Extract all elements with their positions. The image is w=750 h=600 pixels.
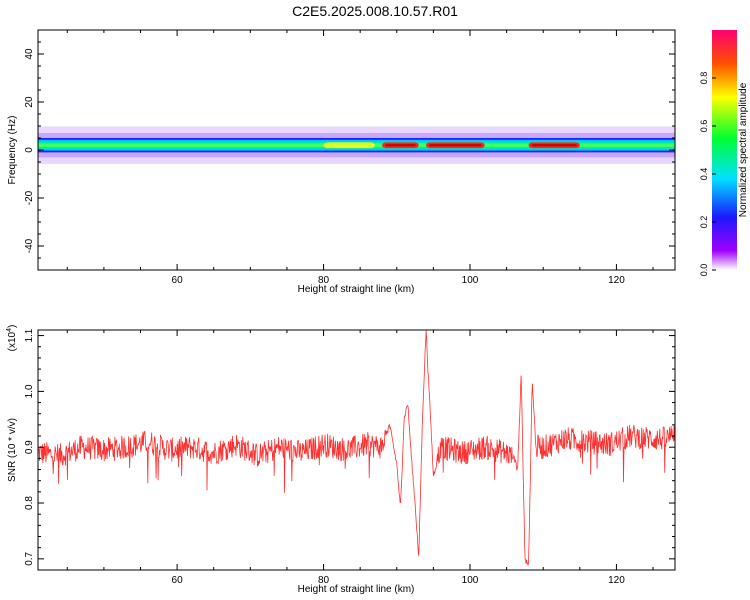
snr-x-axis-label: Height of straight line (km) [298, 584, 415, 595]
spectrogram-peak-core [429, 144, 482, 147]
y-tick-label: 0.9 [24, 440, 35, 454]
y-tick-label: 0 [24, 147, 35, 153]
colorbar: 0.0 0.2 0.4 0.6 0.8 Normalized spectral ampl… [699, 30, 749, 276]
snr-ticks: 60 80 100 120 0.7 0.8 0.9 1.0 1.1 [24, 328, 675, 586]
figure-title: C2E5.2025.008.10.57.R01 [292, 3, 458, 19]
spectrogram-hot-segment [323, 142, 375, 149]
spectrogram-y-axis-label: Frequency (Hz) [7, 116, 18, 185]
snr-series-line [37, 330, 676, 566]
spectrogram-panel: 60 80 100 120 -40 -20 0 20 40 Height of straight… [7, 29, 676, 295]
colorbar-tick-label: 0.4 [699, 168, 709, 181]
y-tick-label: 0.7 [24, 551, 35, 565]
y-tick-label: 0.8 [24, 496, 35, 510]
colorbar-tick-label: 0.2 [699, 216, 709, 229]
spectrogram-peak-core [385, 144, 416, 147]
spectrogram-ticks: 60 80 100 120 -40 -20 0 20 40 [24, 30, 675, 286]
snr-panel: 60 80 100 120 0.7 0.8 0.9 1.0 1.1 Height of stra… [6, 325, 676, 595]
colorbar-gradient [712, 30, 737, 270]
y-tick-label: -20 [24, 190, 35, 205]
colorbar-tick-label: 0.6 [699, 120, 709, 133]
x-tick-label: 100 [462, 275, 479, 286]
snr-background [38, 330, 675, 570]
x-tick-label: 60 [172, 275, 184, 286]
y-tick-label: -40 [24, 238, 35, 253]
spectrogram-x-axis-label: Height of straight line (km) [298, 284, 415, 295]
spectrogram-heatmap [38, 126, 675, 164]
y-tick-label: 1.0 [24, 384, 35, 398]
y-tick-label: 20 [24, 96, 35, 108]
x-tick-label: 100 [462, 575, 479, 586]
snr-y-axis-label: SNR (10 * v/v) [7, 418, 18, 482]
x-tick-label: 80 [318, 275, 330, 286]
colorbar-ticks: 0.0 0.2 0.4 0.6 0.8 [699, 72, 716, 277]
snr-multiplier-label: (x104) [6, 325, 18, 352]
y-tick-label: 1.1 [24, 328, 35, 342]
x-tick-label: 120 [608, 575, 625, 586]
spectrogram-peak-core [531, 144, 577, 147]
x-tick-label: 120 [608, 275, 625, 286]
colorbar-tick-label: 0.8 [699, 72, 709, 85]
x-tick-label: 80 [318, 575, 330, 586]
x-tick-label: 60 [172, 575, 184, 586]
y-tick-label: 40 [24, 48, 35, 60]
snr-line-layer [37, 330, 676, 566]
snr-frame [37, 329, 676, 571]
colorbar-label: Normalized spectral amplitude [738, 82, 749, 217]
colorbar-tick-label: 0.0 [699, 264, 709, 277]
